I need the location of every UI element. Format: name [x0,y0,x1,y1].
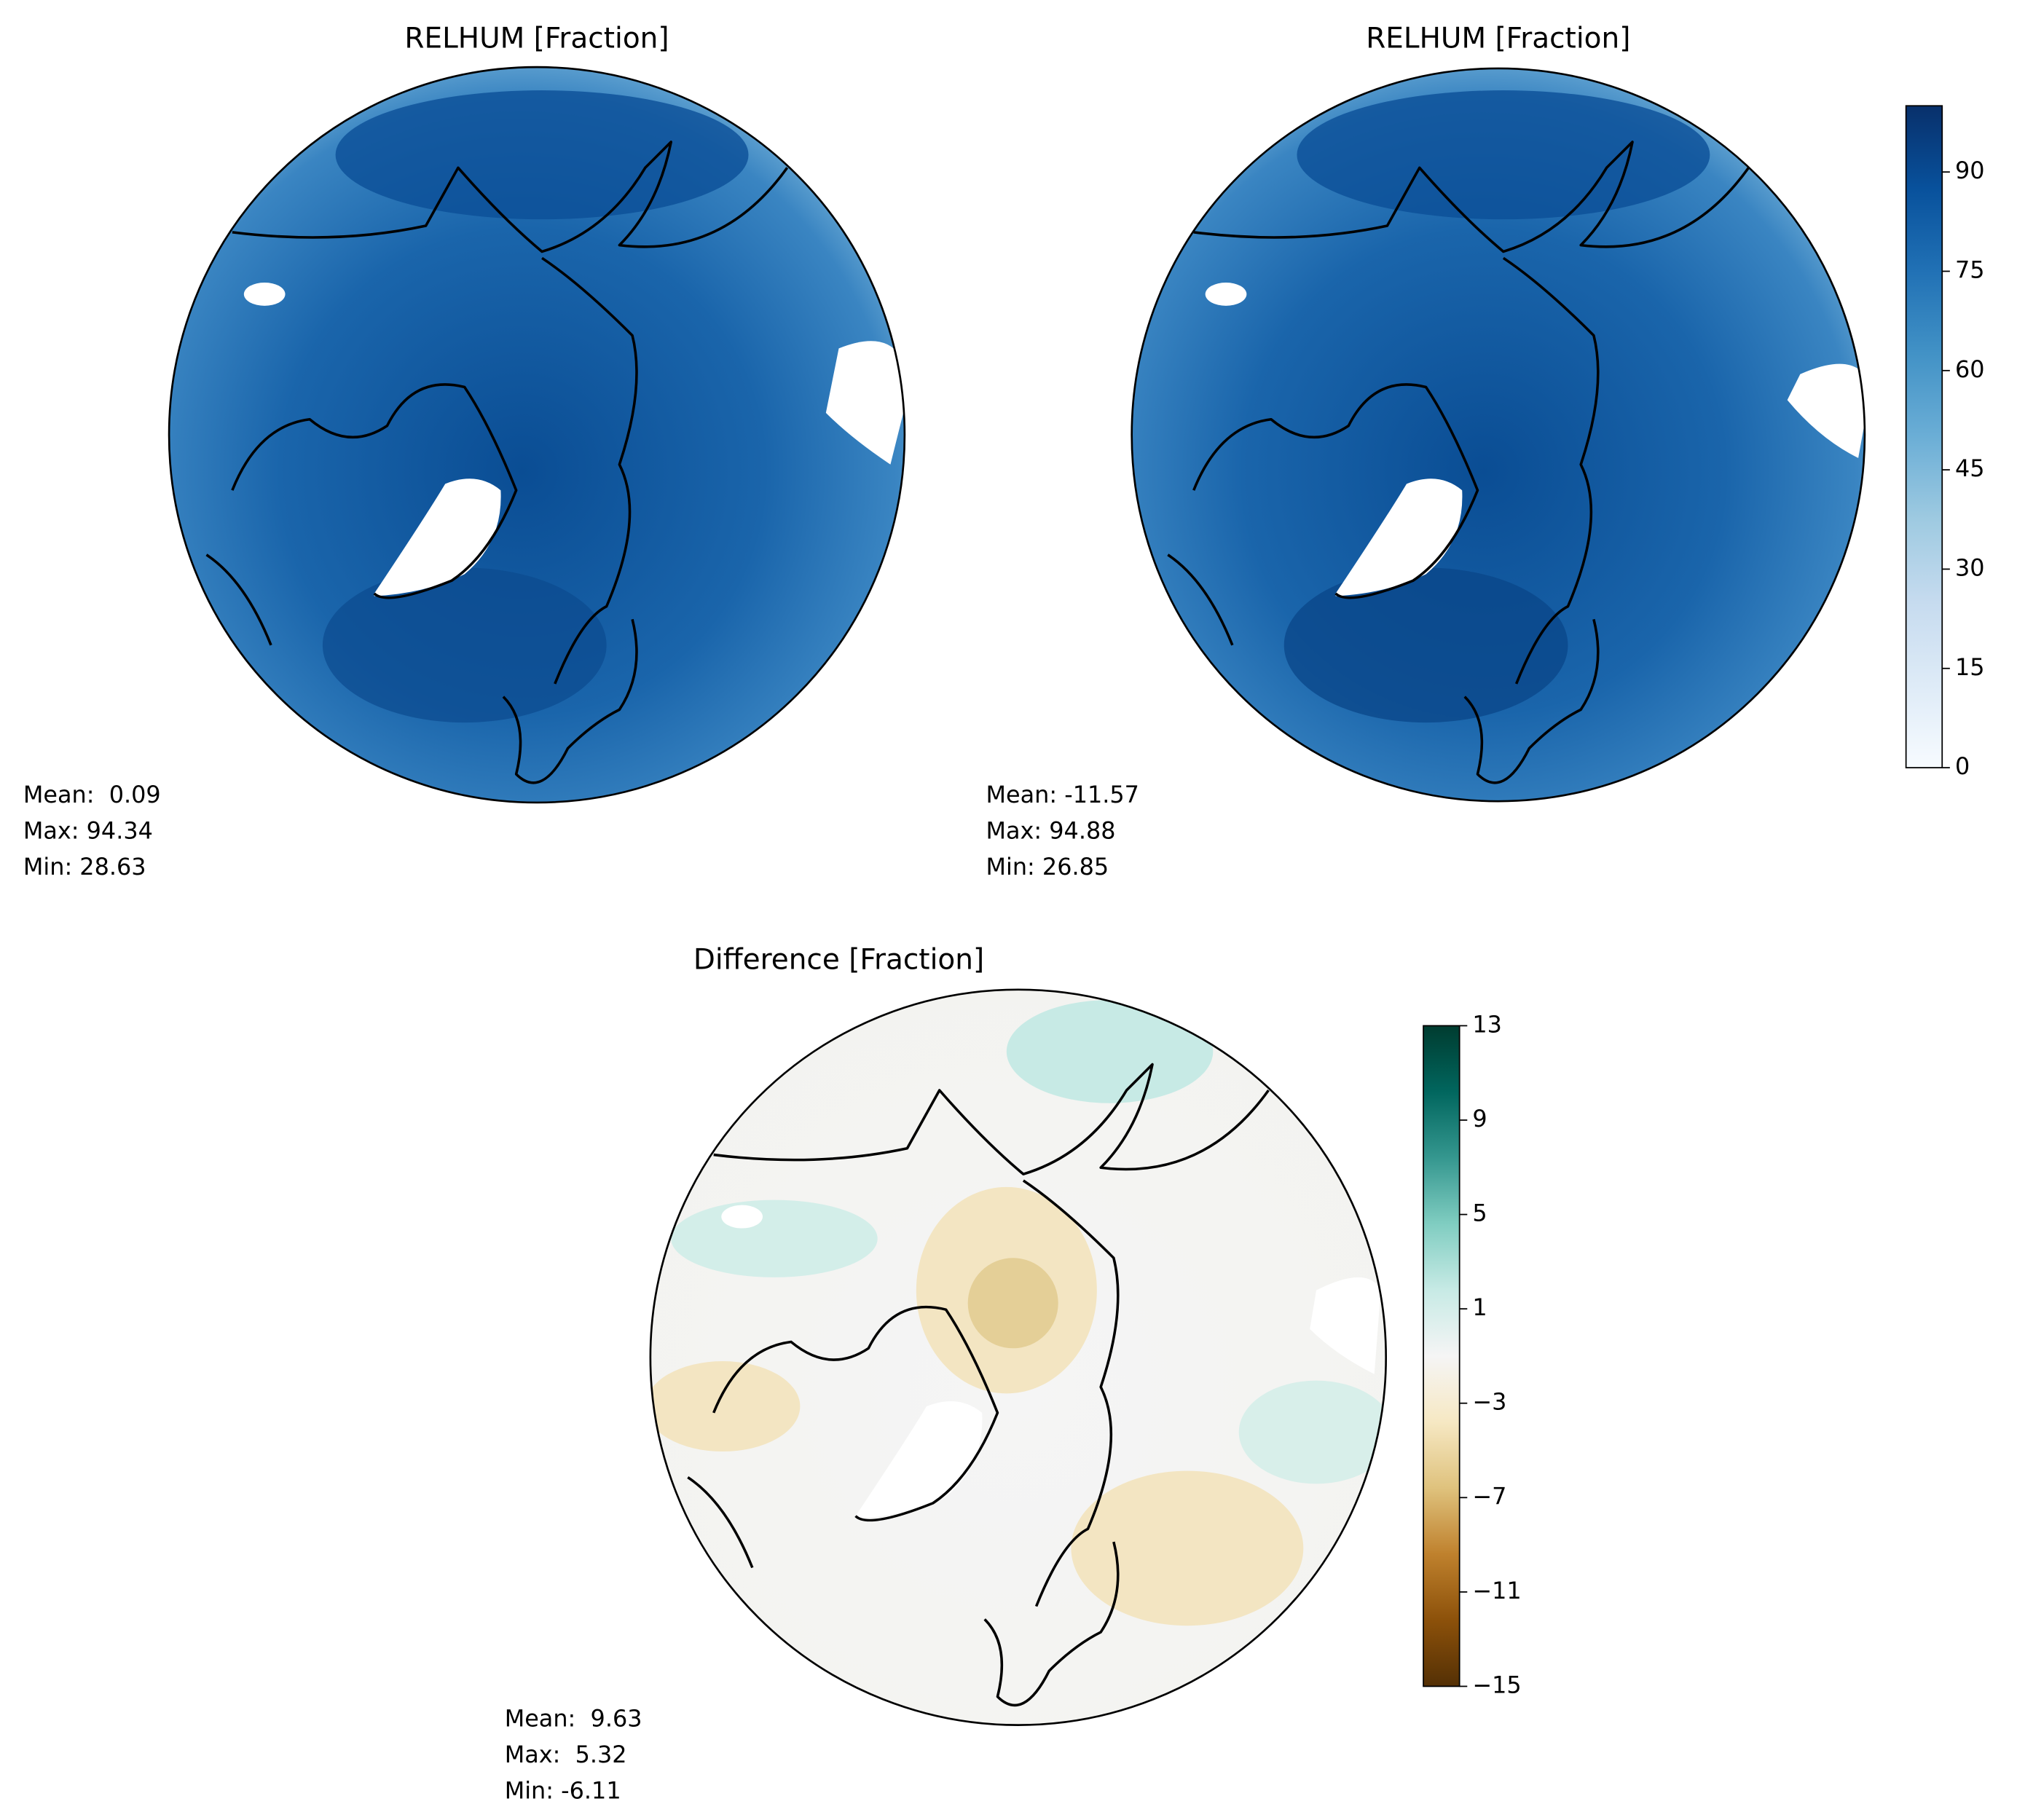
panel-title: RELHUM [Fraction] [404,23,669,55]
map-frame [1131,67,1866,803]
tick-label: 45 [1955,454,1985,482]
tick-label: 75 [1955,256,1985,283]
map [650,989,1386,1725]
stat-min: Min: 26.85 [986,853,1109,881]
tick-label: −3 [1472,1388,1506,1416]
tick-label: 9 [1472,1105,1487,1132]
stat-max: Max: 5.32 [505,1741,627,1768]
tick-label: −11 [1472,1577,1521,1604]
tick-label: −15 [1472,1671,1521,1698]
map-frame [649,988,1388,1726]
tick-label: −7 [1472,1482,1506,1510]
stat-min: Min: 28.63 [23,853,146,881]
panel-title: Difference [Fraction] [693,943,984,976]
tick-label: 15 [1955,653,1985,681]
stat-mean: Mean: 0.09 [23,781,161,808]
map [169,67,905,803]
map-frame [168,66,906,804]
stat-mean: Mean: 9.63 [505,1704,642,1732]
tick-label: 13 [1472,1010,1502,1038]
colorbar [1905,105,1943,768]
tick-label: 60 [1955,355,1985,383]
tick-label: 0 [1955,752,1970,780]
stat-mean: Mean: -11.57 [986,781,1139,808]
stat-min: Min: -6.11 [505,1777,621,1805]
stat-max: Max: 94.34 [23,817,153,845]
panel-title: RELHUM [Fraction] [1366,23,1630,55]
tick-label: 90 [1955,157,1985,184]
tick-label: 1 [1472,1293,1487,1321]
colorbar [1423,1025,1460,1687]
map [1131,68,1865,802]
stat-max: Max: 94.88 [986,817,1115,845]
tick-label: 30 [1955,554,1985,581]
tick-label: 5 [1472,1199,1487,1227]
